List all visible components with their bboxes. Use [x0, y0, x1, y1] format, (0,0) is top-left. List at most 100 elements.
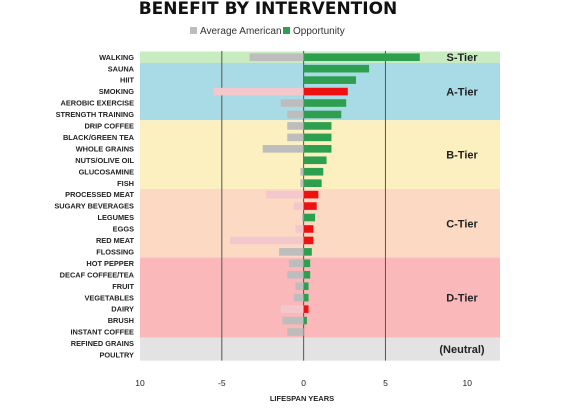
- bar-opportunity: [303, 87, 348, 96]
- bar-average-american: [262, 145, 304, 153]
- tier-band-3: [140, 188, 500, 258]
- x-tick-label: -5: [218, 378, 226, 388]
- bar-average-american: [288, 259, 304, 268]
- bar-opportunity: [303, 53, 420, 62]
- tier-label: (Neutral): [439, 344, 485, 356]
- bar-opportunity: [303, 259, 311, 268]
- legend-label-average: Average American: [200, 26, 282, 37]
- category-label: DRIP COFFEE: [84, 122, 134, 131]
- bar-opportunity: [303, 213, 316, 222]
- category-label: SUGARY BEVERAGES: [54, 202, 134, 211]
- bar-average-american: [280, 305, 304, 313]
- bar-opportunity: [303, 133, 332, 142]
- category-label: FLOSSING: [96, 247, 134, 256]
- category-label: GLUCOSAMINE: [79, 167, 135, 176]
- category-label: POULTRY: [100, 351, 135, 360]
- bar-average-american: [287, 133, 304, 142]
- category-label: INSTANT COFFEE: [70, 328, 134, 337]
- bar-opportunity: [303, 225, 314, 233]
- tier-label: D-Tier: [446, 293, 478, 305]
- category-label: NUTS/OLIVE OIL: [75, 156, 134, 165]
- x-axis-ticks: 10 -5 0 5 10: [135, 378, 472, 388]
- bar-average-american: [213, 87, 304, 96]
- legend: Average American Opportunity: [190, 26, 345, 37]
- category-label: BRUSH: [108, 316, 134, 325]
- bar-opportunity: [303, 270, 311, 279]
- category-label: REFINED GRAINS: [71, 339, 134, 348]
- bar-opportunity: [303, 99, 347, 107]
- bar-average-american: [249, 53, 304, 62]
- category-label: AEROBIC EXERCISE: [60, 99, 134, 108]
- category-label: FRUIT: [112, 282, 134, 291]
- category-label: SMOKING: [99, 87, 135, 96]
- category-label: VEGETABLES: [84, 293, 134, 302]
- bar-average-american: [287, 110, 304, 119]
- bar-average-american: [295, 282, 304, 291]
- bar-average-american: [280, 99, 304, 107]
- bar-opportunity: [303, 179, 322, 187]
- tier-labels: S-Tier A-Tier B-Tier C-Tier D-Tier (Neutral): [439, 52, 485, 356]
- bars: [213, 53, 420, 336]
- bar-opportunity: [303, 156, 327, 165]
- x-tick-label: 0: [301, 378, 306, 388]
- bar-opportunity: [303, 64, 370, 73]
- bar-average-american: [279, 248, 304, 256]
- bar-opportunity: [303, 145, 332, 153]
- category-label: FISH: [117, 179, 134, 188]
- x-tick-label: 10: [463, 378, 473, 388]
- category-label: HOT PEPPER: [86, 259, 134, 268]
- tier-label: B-Tier: [446, 150, 478, 162]
- tier-band-5: [140, 337, 500, 361]
- bar-average-american: [266, 190, 304, 199]
- chart-title: BENEFIT BY INTERVENTION: [139, 0, 398, 19]
- category-label: EGGS: [113, 225, 134, 234]
- tier-band-2: [140, 120, 500, 189]
- category-labels: WALKING SAUNA HIIT SMOKING AEROBIC EXERCISE S…: [54, 53, 134, 360]
- category-label: WALKING: [99, 53, 134, 62]
- legend-label-opportunity: Opportunity: [293, 26, 345, 37]
- bar-average-american: [295, 225, 304, 233]
- bar-opportunity: [303, 167, 324, 176]
- tier-label: C-Tier: [446, 218, 478, 230]
- category-label: RED MEAT: [96, 236, 135, 245]
- tier-bands: [140, 51, 500, 361]
- bar-opportunity: [303, 110, 342, 119]
- bar-average-american: [300, 179, 304, 187]
- bar-opportunity: [303, 305, 309, 313]
- bar-opportunity: [303, 316, 307, 325]
- tier-label: A-Tier: [446, 87, 478, 99]
- category-label: DAIRY: [111, 305, 134, 314]
- bar-opportunity: [303, 202, 317, 210]
- category-label: STRENGTH TRAINING: [56, 110, 135, 119]
- bar-opportunity: [303, 122, 332, 130]
- category-label: WHOLE GRAINS: [76, 144, 134, 153]
- bar-average-american: [300, 167, 304, 176]
- bar-average-american: [287, 270, 304, 279]
- bar-opportunity: [303, 190, 319, 199]
- tier-band-4: [140, 257, 500, 338]
- category-label: BLACK/GREEN TEA: [63, 133, 135, 142]
- category-label: LEGUMES: [97, 213, 134, 222]
- category-label: DECAF COFFEE/TEA: [60, 270, 135, 279]
- bar-opportunity: [303, 236, 314, 245]
- x-axis-title: LIFESPAN YEARS: [270, 394, 334, 403]
- bar-opportunity: [303, 76, 356, 84]
- tier-label: S-Tier: [447, 52, 479, 64]
- bar-average-american: [287, 122, 304, 130]
- bar-opportunity: [303, 282, 309, 291]
- legend-swatch-average: [190, 27, 197, 34]
- x-tick-label: 10: [135, 378, 145, 388]
- bar-opportunity: [303, 248, 312, 256]
- category-label: PROCESSED MEAT: [65, 190, 134, 199]
- bar-average-american: [287, 328, 304, 336]
- bar-average-american: [282, 316, 304, 325]
- bar-average-american: [293, 293, 304, 302]
- bar-average-american: [293, 202, 304, 210]
- x-tick-label: 5: [383, 378, 388, 388]
- category-label: SAUNA: [108, 64, 135, 73]
- bar-average-american: [302, 213, 304, 222]
- bar-average-american: [230, 236, 304, 245]
- category-label: HIIT: [120, 76, 134, 85]
- bar-opportunity: [303, 293, 309, 302]
